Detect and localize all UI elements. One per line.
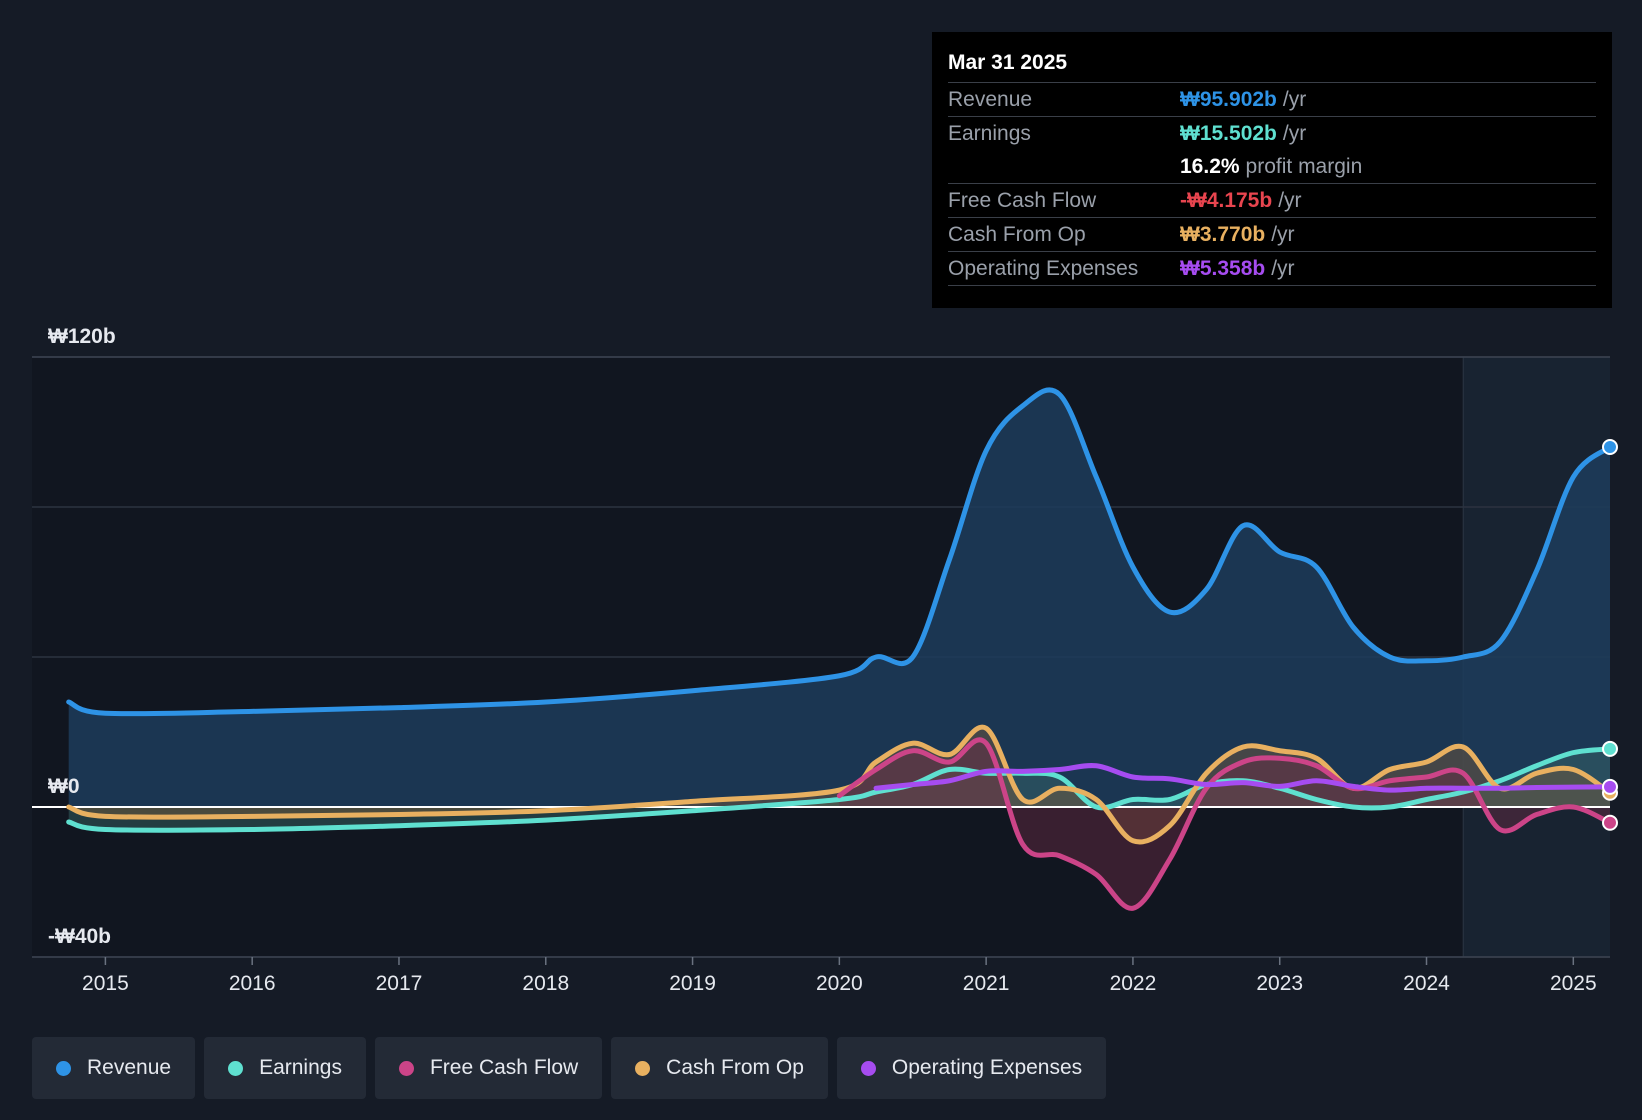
tooltip-row-revenue: Revenue ₩95.902b /yr xyxy=(948,82,1596,116)
earnings-area xyxy=(68,748,1611,831)
operating-expenses-end-marker xyxy=(1602,778,1618,795)
legend-label: Earnings xyxy=(259,1056,342,1079)
tooltip-divider xyxy=(948,285,1596,287)
series-lines xyxy=(66,387,1613,911)
legend-label: Revenue xyxy=(87,1056,172,1079)
x-tick-label: 2018 xyxy=(522,972,569,995)
legend-label: Free Cash Flow xyxy=(429,1056,579,1079)
end-markers xyxy=(1602,439,1618,831)
tooltip-value: ₩95.902b xyxy=(1180,87,1277,111)
tooltip-unit: /yr xyxy=(1282,87,1307,111)
tooltip-unit: /yr xyxy=(1278,188,1302,212)
legend-label: Cash From Op xyxy=(666,1056,804,1079)
x-tick-label: 2024 xyxy=(1403,972,1450,995)
tooltip-value: ₩3.770b xyxy=(1180,222,1266,246)
legend-dot-icon xyxy=(860,1060,876,1076)
tooltip-value: -₩4.175b xyxy=(1180,188,1273,212)
y-tick-label: ₩0 xyxy=(48,775,80,798)
tooltip-value: ₩5.358b xyxy=(1180,256,1266,280)
legend-dot-icon xyxy=(56,1060,71,1076)
tooltip-row-earnings: Earnings ₩15.502b /yr xyxy=(948,116,1596,150)
x-tick-label: 2016 xyxy=(229,972,276,995)
free-cash-flow-end-marker xyxy=(1602,814,1618,831)
tooltip-label: Operating Expenses xyxy=(948,256,1139,280)
tooltip-row-free-cash-flow: Free Cash Flow -₩4.175b /yr xyxy=(948,183,1596,217)
tooltip-label: Revenue xyxy=(948,87,1033,111)
x-tick-label: 2022 xyxy=(1110,972,1157,995)
revenue-line xyxy=(66,387,1613,717)
y-axis-ticks: ₩120b ₩0 -₩40b xyxy=(32,325,1610,948)
legend-dot-icon xyxy=(228,1060,244,1076)
legend-item-earnings[interactable]: Earnings xyxy=(204,1037,366,1099)
tooltip-unit: /yr xyxy=(1271,256,1295,280)
legend-item-revenue[interactable]: Revenue xyxy=(32,1037,196,1099)
x-tick-label: 2025 xyxy=(1550,972,1597,995)
legend-dot-icon xyxy=(635,1060,651,1076)
y-tick-label: -₩40b xyxy=(48,925,111,948)
tooltip-unit: /yr xyxy=(1282,121,1307,145)
y-tick-label: ₩120b xyxy=(48,325,116,348)
cash-from-op-line xyxy=(66,724,1613,845)
x-tick-label: 2023 xyxy=(1256,972,1303,995)
tooltip-date: Mar 31 2025 xyxy=(948,51,1068,74)
revenue-end-marker xyxy=(1602,439,1618,455)
operating-expenses-line xyxy=(873,763,1613,793)
tooltip-unit: profit margin xyxy=(1245,154,1363,178)
free-cash-flow-area xyxy=(839,739,1610,909)
tooltip-value: 16.2% xyxy=(1180,154,1240,178)
legend-item-operating-expenses[interactable]: Operating Expenses xyxy=(836,1037,1107,1099)
legend-dot-icon xyxy=(398,1060,414,1076)
x-tick-label: 2015 xyxy=(82,972,129,995)
tooltip-row-cash-from-op: Cash From Op ₩3.770b /yr xyxy=(948,217,1596,251)
x-tick-label: 2017 xyxy=(376,972,423,995)
legend-item-cash-from-op[interactable]: Cash From Op xyxy=(611,1037,828,1099)
tooltip-label: Cash From Op xyxy=(948,222,1086,246)
x-tick-label: 2021 xyxy=(963,972,1010,995)
x-tick-label: 2020 xyxy=(816,972,863,995)
tooltip-label: Earnings xyxy=(948,121,1031,145)
earnings-end-marker xyxy=(1602,740,1618,757)
x-axis-ticks: 2015 2016 2017 2018 2019 2020 2021 2022 2023 2024… xyxy=(32,956,1610,995)
legend-label: Operating Expenses xyxy=(891,1056,1083,1079)
x-tick-label: 2019 xyxy=(669,972,716,995)
free-cash-flow-line xyxy=(836,737,1613,911)
tooltip-unit: /yr xyxy=(1271,222,1295,246)
tooltip-label: Free Cash Flow xyxy=(948,188,1097,212)
revenue-area xyxy=(68,389,1611,807)
tooltip-panel: Mar 31 2025 Revenue ₩95.902b /yr Earning… xyxy=(932,32,1612,308)
legend: Revenue Earnings Free Cash Flow Cash Fro… xyxy=(32,1037,1107,1099)
legend-item-free-cash-flow[interactable]: Free Cash Flow xyxy=(374,1037,603,1099)
tooltip-row-operating-expenses: Operating Expenses ₩5.358b /yr xyxy=(948,251,1596,285)
tooltip-value: ₩15.502b xyxy=(1180,121,1277,145)
tooltip-row-profit-margin: 16.2% profit margin xyxy=(948,150,1596,183)
earnings-line xyxy=(66,746,1613,833)
